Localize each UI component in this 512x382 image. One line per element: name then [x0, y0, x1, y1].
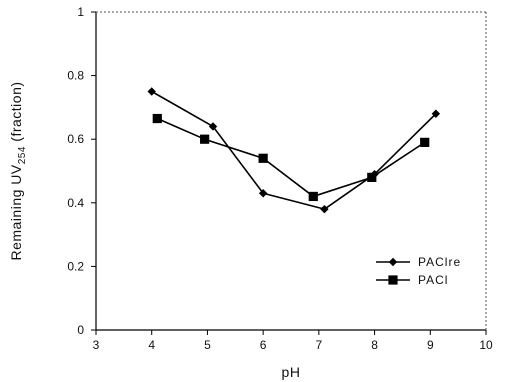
y-tick-label: 0.4	[67, 196, 84, 210]
y-axis-title-main: Remaining UV	[8, 164, 24, 260]
x-tick-label: 4	[148, 338, 155, 352]
data-point-pacl	[200, 134, 210, 144]
series-layer	[147, 87, 441, 214]
x-tick-label: 9	[427, 338, 434, 352]
y-axis-title-subscript: 254	[17, 146, 28, 164]
x-tick-label: 6	[260, 338, 267, 352]
legend-label-pacl: PACl	[418, 273, 448, 287]
data-point-paclre	[208, 122, 218, 131]
data-point-pacl	[420, 137, 430, 147]
x-tick-label: 10	[479, 338, 493, 352]
series-line-pacl	[156, 117, 426, 198]
legend-label-paclre: PAClre	[418, 255, 461, 269]
y-axis-title: Remaining UV254 (fraction)	[8, 81, 28, 260]
data-point-pacl	[367, 172, 377, 182]
y-tick-label: 0	[77, 323, 84, 337]
series-line-paclre	[151, 90, 437, 210]
y-axis-title-suffix: (fraction)	[8, 81, 24, 146]
data-point-pacl	[308, 191, 318, 202]
x-tick-label: 7	[316, 338, 323, 352]
data-point-paclre	[431, 109, 441, 118]
plot-frame	[95, 11, 487, 331]
y-tick-label: 0.8	[67, 69, 84, 83]
data-point-pacl	[258, 153, 268, 163]
x-tick-label: 5	[204, 338, 211, 352]
x-tick-label: 3	[93, 338, 100, 352]
legend: PAClre PACl	[376, 255, 461, 287]
data-point-paclre	[320, 204, 329, 214]
y-tick-label: 0.6	[67, 132, 84, 146]
data-point-paclre	[147, 87, 156, 96]
y-axis-ticks: 0 0.2 0.4 0.6 0.8 1	[67, 5, 96, 337]
legend-marker-paclre	[388, 257, 398, 267]
y-tick-label: 1	[77, 5, 84, 19]
x-tick-label: 8	[371, 338, 378, 352]
data-point-paclre	[258, 189, 268, 198]
x-axis-title: pH	[282, 364, 301, 380]
y-tick-label: 0.2	[67, 259, 84, 273]
data-point-pacl	[152, 113, 162, 124]
x-axis-ticks: 3 4 5 6 7 8 9 10	[93, 330, 493, 352]
legend-marker-pacl	[388, 275, 398, 285]
